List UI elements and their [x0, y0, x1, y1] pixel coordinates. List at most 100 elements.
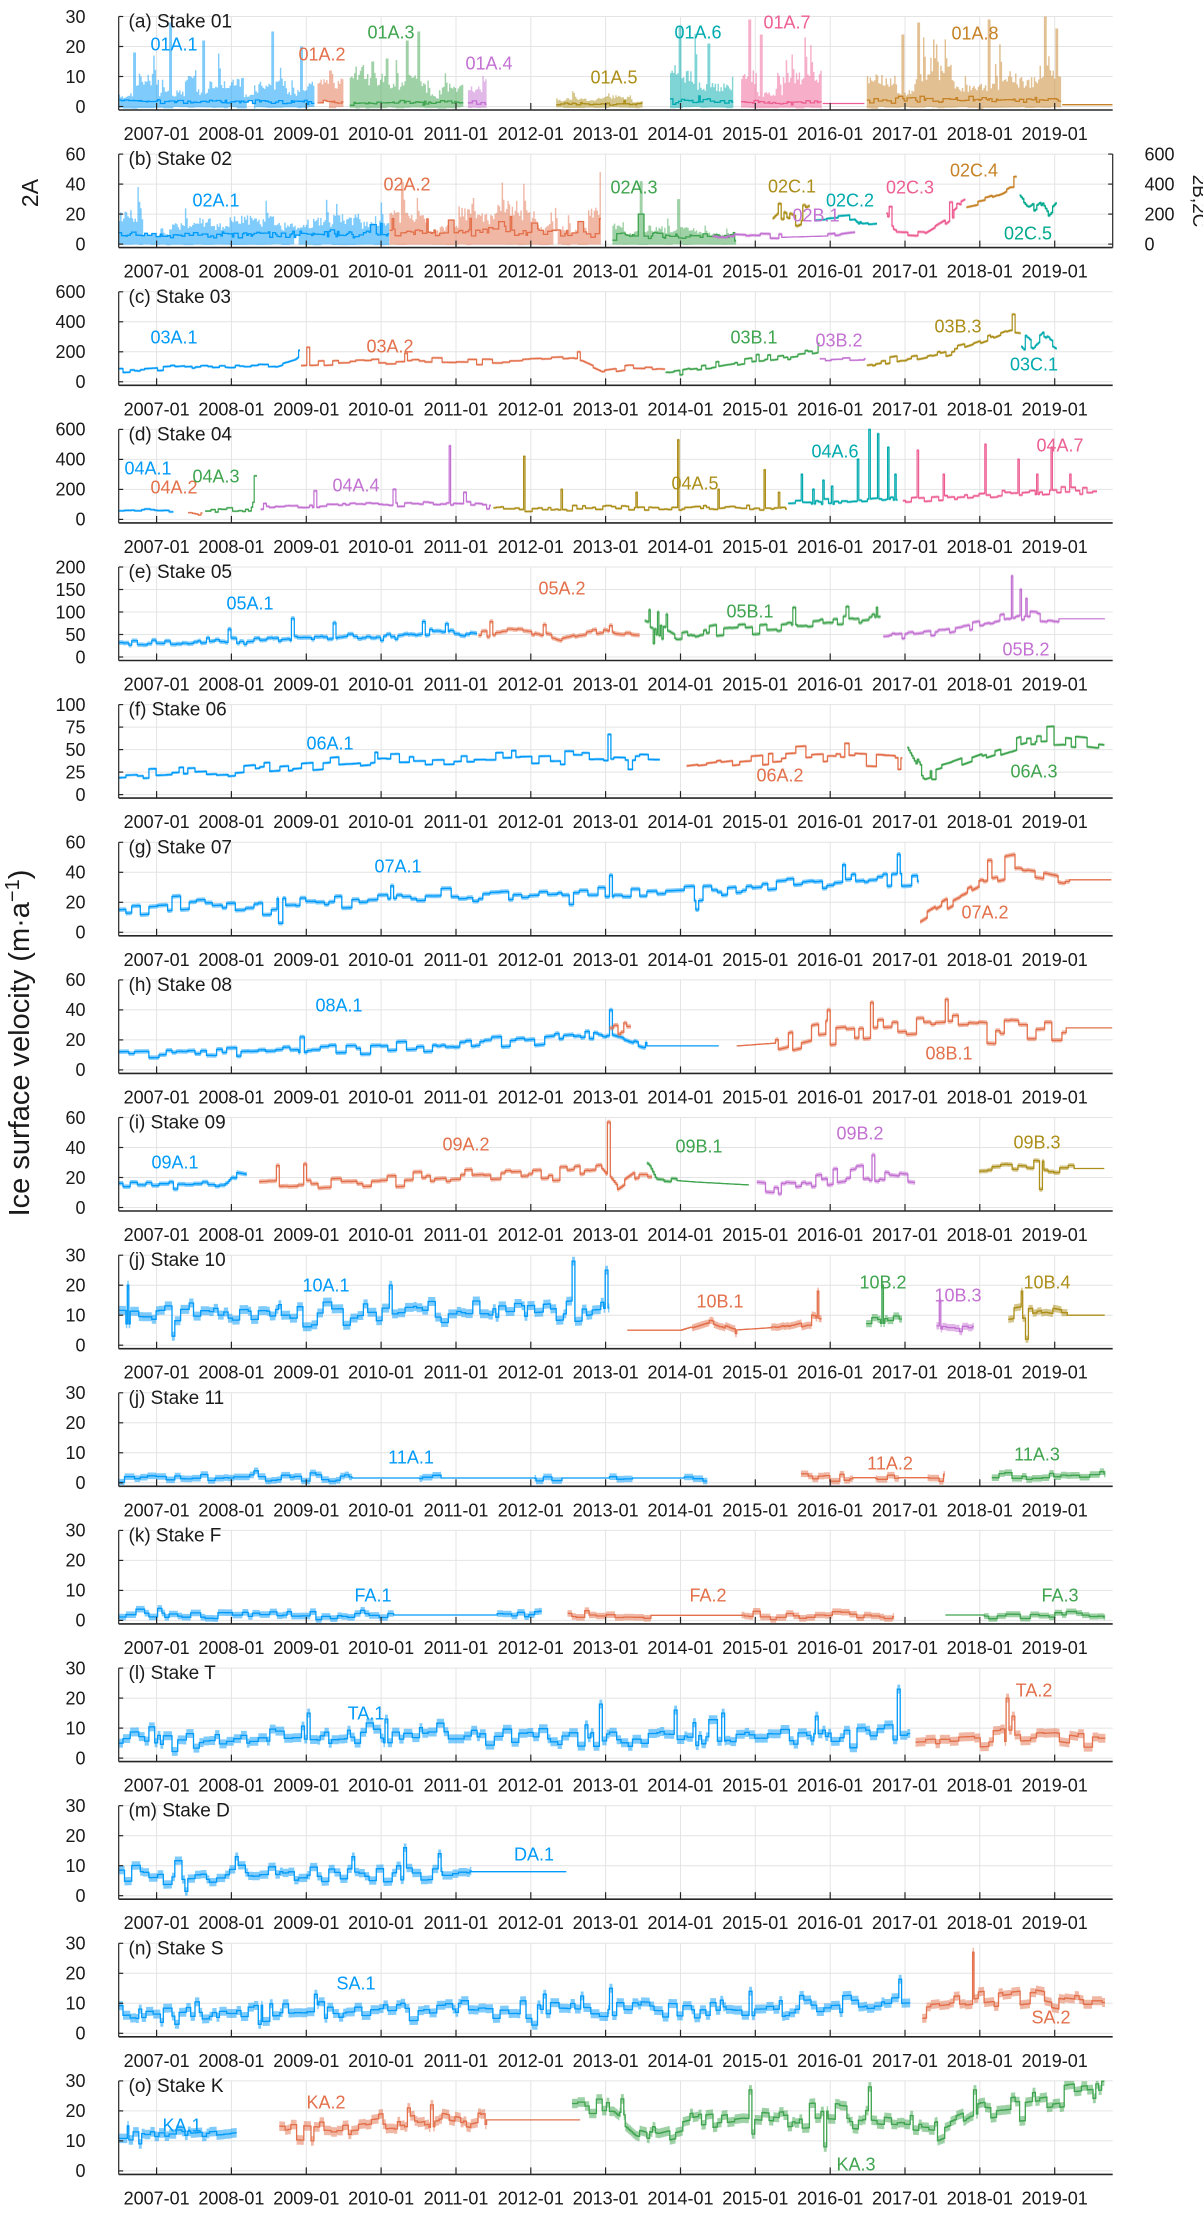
- svg-text:20: 20: [65, 1551, 85, 1571]
- svg-text:400: 400: [55, 312, 85, 332]
- svg-text:10: 10: [65, 1994, 85, 2014]
- svg-text:2019-01: 2019-01: [1022, 1500, 1088, 1520]
- svg-text:2A: 2A: [17, 178, 43, 207]
- svg-text:2010-01: 2010-01: [348, 1225, 414, 1245]
- svg-text:20: 20: [65, 1413, 85, 1433]
- svg-text:2017-01: 2017-01: [872, 1225, 938, 1245]
- svg-text:0: 0: [75, 2161, 85, 2181]
- svg-text:KA.2: KA.2: [306, 2092, 345, 2112]
- svg-text:03B.1: 03B.1: [730, 327, 777, 347]
- svg-text:2015-01: 2015-01: [722, 1500, 788, 1520]
- svg-text:2013-01: 2013-01: [573, 1638, 639, 1658]
- svg-text:2013-01: 2013-01: [573, 399, 639, 419]
- svg-text:2009-01: 2009-01: [273, 1087, 339, 1107]
- svg-text:2014-01: 2014-01: [647, 124, 713, 144]
- svg-text:40: 40: [65, 1138, 85, 1158]
- svg-text:2011-01: 2011-01: [424, 2051, 489, 2071]
- svg-text:06A.1: 06A.1: [306, 733, 353, 753]
- svg-text:2018-01: 2018-01: [947, 124, 1013, 144]
- svg-text:2007-01: 2007-01: [124, 812, 190, 832]
- svg-text:2013-01: 2013-01: [573, 124, 639, 144]
- svg-text:2019-01: 2019-01: [1022, 1087, 1088, 1107]
- svg-text:20: 20: [65, 1826, 85, 1846]
- svg-text:2008-01: 2008-01: [198, 1913, 264, 1933]
- svg-text:2017-01: 2017-01: [872, 399, 938, 419]
- svg-text:2016-01: 2016-01: [797, 812, 863, 832]
- svg-text:2019-01: 2019-01: [1022, 1913, 1088, 1933]
- svg-text:2016-01: 2016-01: [797, 1500, 863, 1520]
- svg-text:03B.3: 03B.3: [934, 316, 981, 336]
- svg-text:2012-01: 2012-01: [498, 124, 564, 144]
- svg-text:30: 30: [65, 1796, 85, 1816]
- svg-text:06A.2: 06A.2: [756, 765, 803, 785]
- svg-text:01A.7: 01A.7: [763, 12, 810, 32]
- svg-text:2017-01: 2017-01: [872, 537, 938, 557]
- svg-text:0: 0: [75, 1611, 85, 1631]
- svg-text:2019-01: 2019-01: [1022, 2051, 1088, 2071]
- svg-text:0: 0: [1145, 234, 1155, 254]
- svg-text:2017-01: 2017-01: [872, 1500, 938, 1520]
- svg-text:2016-01: 2016-01: [797, 1087, 863, 1107]
- svg-text:09B.2: 09B.2: [836, 1123, 883, 1143]
- svg-text:2015-01: 2015-01: [722, 399, 788, 419]
- svg-text:0: 0: [75, 1336, 85, 1356]
- svg-text:2011-01: 2011-01: [424, 1363, 489, 1383]
- svg-text:2018-01: 2018-01: [947, 537, 1013, 557]
- svg-text:20: 20: [65, 1688, 85, 1708]
- svg-text:2009-01: 2009-01: [273, 124, 339, 144]
- svg-text:2008-01: 2008-01: [198, 2188, 264, 2208]
- svg-text:2018-01: 2018-01: [947, 1500, 1013, 1520]
- svg-text:2012-01: 2012-01: [498, 1913, 564, 1933]
- svg-text:2015-01: 2015-01: [722, 124, 788, 144]
- svg-text:2007-01: 2007-01: [124, 262, 190, 282]
- svg-text:0: 0: [75, 1060, 85, 1080]
- svg-text:50: 50: [65, 625, 85, 645]
- svg-text:2007-01: 2007-01: [124, 537, 190, 557]
- svg-text:11A.3: 11A.3: [1014, 1444, 1060, 1464]
- svg-text:400: 400: [1145, 174, 1175, 194]
- svg-text:2014-01: 2014-01: [647, 2188, 713, 2208]
- svg-text:FA.1: FA.1: [354, 1585, 391, 1605]
- svg-text:2018-01: 2018-01: [947, 399, 1013, 419]
- svg-text:(d) Stake 04: (d) Stake 04: [129, 424, 233, 445]
- svg-text:2016-01: 2016-01: [797, 1225, 863, 1245]
- svg-text:02C.5: 02C.5: [1004, 223, 1052, 243]
- svg-text:25: 25: [65, 762, 85, 782]
- svg-text:60: 60: [65, 144, 85, 164]
- svg-text:2015-01: 2015-01: [722, 1913, 788, 1933]
- svg-text:2011-01: 2011-01: [424, 950, 489, 970]
- svg-text:08A.1: 08A.1: [315, 995, 362, 1015]
- svg-text:2017-01: 2017-01: [872, 262, 938, 282]
- svg-text:02A.1: 02A.1: [192, 190, 239, 210]
- svg-text:0: 0: [75, 372, 85, 392]
- svg-text:2015-01: 2015-01: [722, 2188, 788, 2208]
- svg-text:0: 0: [75, 1473, 85, 1493]
- svg-text:30: 30: [65, 7, 85, 27]
- svg-text:2015-01: 2015-01: [722, 1638, 788, 1658]
- svg-text:2018-01: 2018-01: [947, 1913, 1013, 1933]
- svg-text:05A.2: 05A.2: [538, 578, 585, 598]
- svg-text:DA.1: DA.1: [514, 1844, 554, 1864]
- svg-text:2016-01: 2016-01: [797, 1363, 863, 1383]
- svg-text:2007-01: 2007-01: [124, 1913, 190, 1933]
- svg-text:2012-01: 2012-01: [498, 262, 564, 282]
- svg-text:75: 75: [65, 717, 85, 737]
- svg-text:(b) Stake 02: (b) Stake 02: [129, 149, 233, 170]
- svg-text:2015-01: 2015-01: [722, 2051, 788, 2071]
- svg-text:30: 30: [65, 1658, 85, 1678]
- svg-text:30: 30: [65, 1246, 85, 1266]
- svg-text:600: 600: [55, 282, 85, 302]
- svg-text:2014-01: 2014-01: [647, 1087, 713, 1107]
- svg-text:200: 200: [55, 557, 85, 577]
- svg-text:2013-01: 2013-01: [573, 1776, 639, 1796]
- svg-text:2011-01: 2011-01: [424, 537, 489, 557]
- svg-text:05A.1: 05A.1: [226, 593, 273, 613]
- svg-text:10: 10: [65, 2131, 85, 2151]
- svg-text:2013-01: 2013-01: [573, 262, 639, 282]
- svg-text:2007-01: 2007-01: [124, 1776, 190, 1796]
- svg-text:04A.2: 04A.2: [150, 477, 197, 497]
- svg-text:2010-01: 2010-01: [348, 950, 414, 970]
- svg-text:2018-01: 2018-01: [947, 1638, 1013, 1658]
- svg-text:TA.2: TA.2: [1016, 1680, 1053, 1700]
- svg-text:2014-01: 2014-01: [647, 812, 713, 832]
